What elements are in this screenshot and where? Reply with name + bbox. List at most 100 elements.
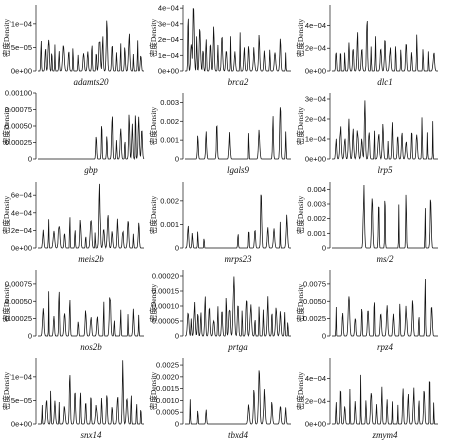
y-tick-label: 0.00075 [5, 105, 32, 114]
gene-label: zmym4 [372, 430, 398, 440]
gene-label: nos2b [80, 342, 102, 352]
y-axis-label: 密度Density [148, 372, 158, 411]
y-axis-label: 密度Density [1, 372, 11, 411]
y-tick-label: 0 [175, 332, 179, 341]
y-tick-label: 3e−04 [158, 19, 179, 28]
y-tick-label: 0 [28, 332, 32, 341]
y-axis-label: 密度Density [1, 19, 11, 58]
y-axis-label: 密度Density [295, 19, 305, 58]
gene-label: rpz4 [377, 342, 394, 352]
y-axis-label: 密度Density [295, 372, 305, 411]
y-axis-label: 密度Density [295, 284, 305, 323]
y-tick-label: 2e−04 [305, 44, 326, 53]
y-tick-label: 6e−04 [11, 191, 32, 200]
y-tick-label: 0.001 [160, 136, 179, 145]
y-tick-label: 0 [175, 420, 179, 429]
y-axis-label: 密度Density [295, 107, 305, 146]
y-tick-label: 0.00010 [152, 302, 179, 311]
density-line [185, 370, 291, 425]
y-tick-label: 0.002 [160, 117, 179, 126]
y-tick-label: 1e−04 [305, 135, 326, 144]
y-tick-label: 3e−04 [305, 95, 326, 104]
gene-label: lgals9 [227, 165, 250, 175]
density-line [185, 194, 291, 249]
y-tick-label: 0e+00 [305, 420, 326, 429]
y-tick-label: 0.001 [307, 229, 326, 238]
y-tick-label: 0e+00 [305, 155, 326, 164]
y-tick-label: 4e−04 [11, 208, 32, 217]
y-tick-label: 0 [175, 155, 179, 164]
y-axis-label: 密度Density [1, 107, 11, 146]
y-tick-label: 0.00015 [152, 287, 179, 296]
y-tick-label: 0e+00 [158, 67, 179, 76]
y-axis-label: 密度Density [148, 196, 158, 235]
gene-label: dlc1 [377, 77, 393, 87]
y-tick-label: 0.001 [160, 220, 179, 229]
y-axis-label: 密度Density [1, 196, 11, 235]
y-tick-label: 0e+00 [11, 67, 32, 76]
y-tick-label: 0e+00 [11, 244, 32, 253]
y-tick-label: 0.0015 [156, 384, 179, 393]
panel-ms2: 0.004 0.003 0.002 0.001 0 密度Density ms/2 [295, 182, 438, 264]
panel-lgals9: 0.003 0.002 0.001 0 密度Density lgals9 [148, 93, 291, 175]
density-line [38, 291, 144, 337]
density-line [38, 360, 144, 425]
y-tick-label: 0.0025 [303, 314, 326, 323]
y-tick-label: 0.0025 [156, 361, 179, 370]
y-tick-label: 0.002 [160, 196, 179, 205]
y-axis-label: 密度Density [148, 284, 158, 323]
y-tick-label: 0.00050 [5, 297, 32, 306]
y-tick-label: 1e−04 [11, 19, 32, 28]
panel-gbp: 0.00100 0.00075 0.00050 0.00025 0 密度Density gb… [1, 89, 145, 175]
y-tick-label: 0.0020 [156, 372, 179, 381]
y-axis-label: 密度Density [148, 107, 158, 146]
y-tick-label: 0.00005 [152, 317, 179, 326]
y-tick-label: 0.004 [307, 185, 326, 194]
panel-prtga: 0.00020 0.00015 0.00010 0.00005 0 密度Density pr… [148, 270, 291, 352]
y-tick-label: 0 [175, 244, 179, 253]
y-tick-label: 0.00025 [5, 314, 32, 323]
density-line [184, 276, 291, 337]
density-line [185, 8, 291, 72]
gene-label: tbxd4 [228, 430, 248, 440]
y-tick-label: 0.0075 [303, 279, 326, 288]
y-tick-label: 2e−04 [11, 226, 32, 235]
y-tick-label: 0 [28, 155, 32, 164]
y-tick-label: 0.0005 [156, 408, 179, 417]
density-line [38, 20, 144, 72]
panel-rpz4: 0.0075 0.0050 0.0025 0 密度Density rpz4 [295, 270, 438, 352]
density-line [332, 374, 438, 425]
gene-label: ms/2 [376, 254, 394, 264]
density-line [332, 185, 438, 249]
y-tick-label: 2e−04 [158, 35, 179, 44]
gene-label: prtga [227, 342, 248, 352]
y-tick-label: 4e−04 [305, 21, 326, 30]
density-line [185, 107, 291, 160]
y-tick-label: 5e−05 [11, 43, 32, 52]
y-axis-label: 密度Density [148, 19, 158, 58]
y-tick-label: 0 [322, 244, 326, 253]
panel-mrps23: 0.002 0.001 0 密度Density mrps23 [148, 182, 291, 264]
density-line [38, 114, 145, 161]
y-tick-label: 0.00075 [5, 279, 32, 288]
y-tick-label: 0e+00 [11, 420, 32, 429]
y-tick-label: 0.0010 [156, 396, 179, 405]
gene-label: snx14 [81, 430, 102, 440]
y-tick-label: 5e−05 [11, 396, 32, 405]
y-axis-label: 密度Density [295, 196, 305, 235]
y-tick-label: 4e−04 [158, 4, 179, 13]
gene-label: adamts20 [73, 77, 109, 87]
y-tick-label: 0.002 [307, 214, 326, 223]
y-tick-label: 0 [322, 332, 326, 341]
gene-label: lrp5 [377, 165, 393, 175]
y-tick-label: 0.00100 [5, 89, 32, 98]
y-tick-label: 1e−04 [11, 372, 32, 381]
